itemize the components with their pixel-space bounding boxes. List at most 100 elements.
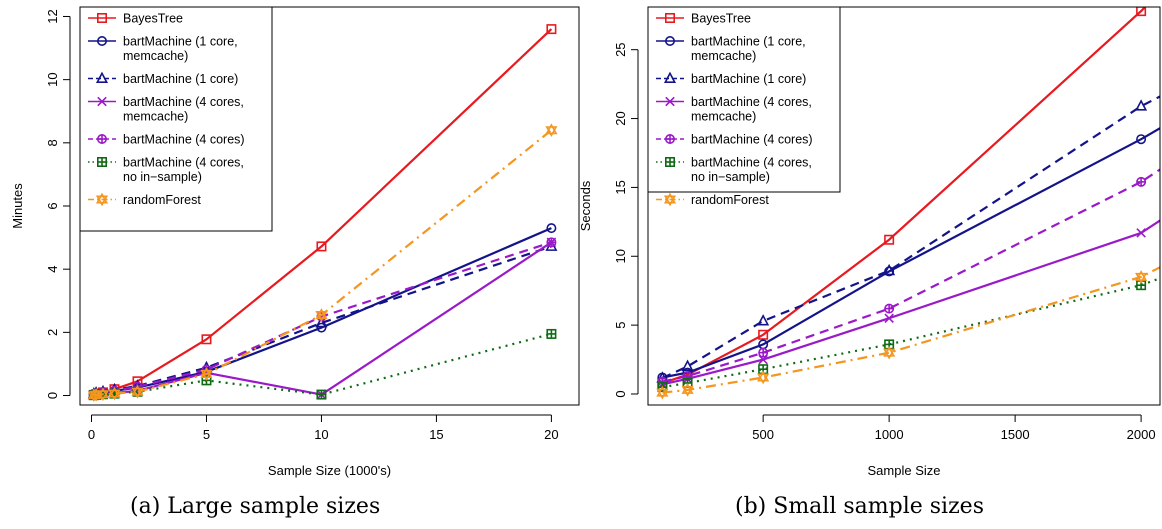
data-point [1136,134,1147,145]
x-axis: 500 1000 1500 2000 Sample Size [752,414,1156,478]
legend-label: bartMachine (1 core) [691,72,806,86]
data-point [656,385,669,400]
series-bartmachine-4-cores-memcache [657,219,1160,390]
y-axis: 0 2 4 6 8 10 12 Minutes [10,9,71,399]
legend-item-bartmachine-1-core: bartMachine (1 core) [88,71,238,86]
legend-item-randomforest: randomForest [656,192,769,207]
y-tick-label: 8 [45,139,60,146]
legend-marker [664,35,675,46]
y-tick-label: 12 [45,9,60,23]
data-point [546,328,557,339]
y-tick-label: 25 [613,42,628,56]
legend-marker [97,134,108,145]
x-axis: 0 5 10 15 20 Sample Size (1000's) [88,414,559,478]
legend-marker [97,157,108,168]
series-line [93,332,552,397]
data-point [758,347,769,358]
legend-label: BayesTree [123,12,183,26]
legend-label: bartMachine (1 core, [123,35,238,49]
data-point [757,314,770,326]
data-point [681,383,694,397]
legend-item-bartmachine-4-cores-no-in-sample: bartMachine (4 cores, no in−sample) [656,156,812,184]
data-point [884,313,894,324]
legend-label: memcache) [123,110,188,124]
legend-item-bartmachine-4-cores-memcache: bartMachine (4 cores, memcache) [656,95,812,124]
legend-item-bartmachine-1-core-memcache: bartMachine (1 core,memcache) [88,35,238,63]
series-bartmachine-4-cores-no-in-sample [88,328,557,401]
plot-area [87,24,558,403]
data-point [315,315,328,328]
data-point [108,386,121,401]
x-tick-label: 1000 [875,427,904,442]
legend-marker [664,134,675,145]
caption-small-sample-sizes: (b) Small sample sizes [735,494,984,519]
data-point [316,389,327,400]
legend-label: no in−sample) [691,170,770,184]
y-axis-label: Seconds [578,180,593,231]
data-point [96,387,110,402]
data-point [1135,270,1148,284]
y-tick-label: 15 [613,180,628,194]
legend-item-bartmachine-4-cores-memcache: bartMachine (4 cores,memcache) [88,95,244,124]
legend-marker [95,71,109,83]
data-point [883,345,896,360]
legend-label: randomForest [123,193,201,207]
data-point [1136,176,1147,187]
legend-label: memcache) [691,49,756,63]
data-point [316,322,327,333]
series-line [662,266,1160,394]
legend-label: memcache) [691,110,756,124]
legend-marker [664,13,675,23]
legend-label: bartMachine (1 core) [123,72,238,86]
y-axis-label: Minutes [10,183,25,229]
data-point [201,334,212,345]
legend-item-bartmachine-4-cores: bartMachine (4 cores) [656,133,813,147]
legend-marker [665,96,675,107]
x-tick-label: 20 [544,427,558,442]
x-tick-label: 2000 [1127,427,1156,442]
legend-label: bartMachine (4 cores, [691,95,812,109]
series-randomforest [656,266,1160,400]
data-point [1136,7,1147,17]
x-tick-label: 5 [203,427,210,442]
y-tick-label: 4 [45,266,60,273]
y-tick-label: 6 [45,202,60,209]
legend-label: bartMachine (4 cores) [123,133,245,147]
legend-item-randomforest: randomForest [88,192,201,207]
data-point [315,308,328,322]
legend-item-bayestree: BayesTree [88,12,183,26]
y-tick-label: 10 [45,72,60,86]
x-tick-label: 1500 [1001,427,1030,442]
data-point [546,237,557,248]
legend-label: BayesTree [691,12,751,26]
series-bartmachine-4-cores-no-in-sample [657,277,1160,393]
x-axis-label: Sample Size (1000's) [268,463,391,478]
y-tick-label: 10 [613,249,628,263]
data-point [200,367,213,381]
x-tick-label: 500 [752,427,774,442]
series-randomforest [87,123,558,403]
y-tick-label: 0 [45,392,60,399]
series-bartmachine-4-cores [657,168,1160,387]
data-point [131,384,144,399]
x-tick-label: 15 [429,427,443,442]
y-tick-label: 5 [613,322,628,329]
data-point [1136,228,1146,238]
data-point [758,329,769,340]
data-point [546,24,557,35]
series-bartmachine-1-core [656,95,1160,383]
legend-marker [97,13,108,23]
chart-large-sample-sizes: 0 5 10 15 20 Sample Size (1000's) 0 2 4 6 8 10 12 Min… [10,6,580,478]
legend-marker [663,71,677,83]
caption-large-sample-sizes: (a) Large sample sizes [130,494,381,519]
y-axis: 0 5 10 15 20 25 Seconds [578,42,639,398]
legend-box [79,6,273,232]
y-tick-label: 2 [45,329,60,336]
data-point [316,241,327,252]
legend-label: no in−sample) [123,170,202,184]
legend-marker [95,192,109,207]
legend-label: randomForest [691,193,769,207]
legend-label: memcache) [123,49,188,63]
